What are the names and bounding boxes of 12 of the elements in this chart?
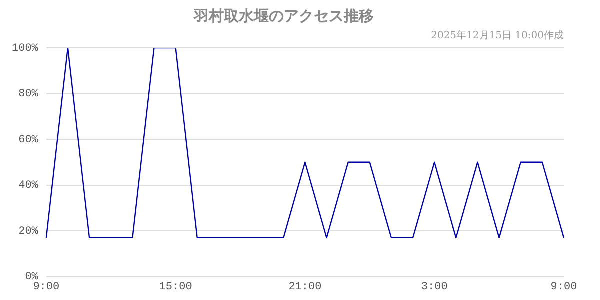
x-tick-label: 15:00 <box>159 281 192 294</box>
y-tick-label: 80% <box>18 88 39 101</box>
y-tick-label: 20% <box>18 226 39 238</box>
x-tick-label: 3:00 <box>421 281 448 294</box>
x-tick-label: 9:00 <box>550 281 578 294</box>
chart-subtitle: 2025年12月15日 10:00作成 <box>431 30 564 42</box>
x-tick-label: 21:00 <box>288 281 322 294</box>
x-tick-label: 9:00 <box>33 281 60 294</box>
y-tick-label: 100% <box>12 42 39 55</box>
chart-title: 羽村取水堰のアクセス推移 <box>193 6 374 25</box>
y-tick-label: 60% <box>18 134 39 146</box>
y-tick-label: 40% <box>18 180 39 192</box>
